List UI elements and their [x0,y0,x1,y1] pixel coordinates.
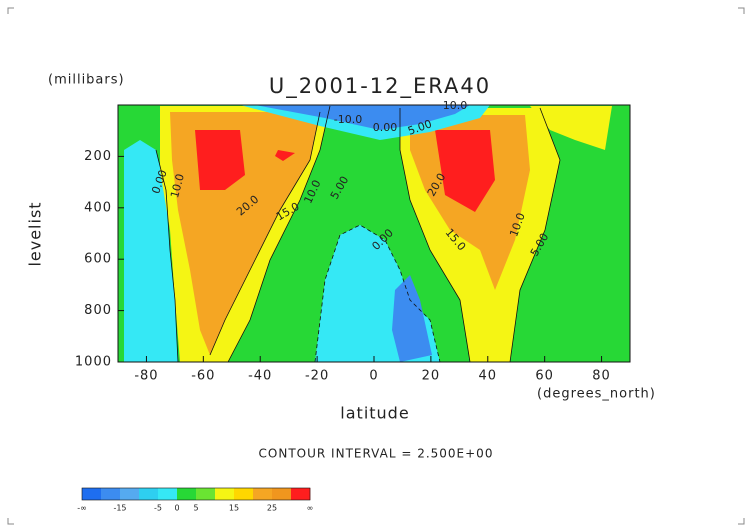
colorbar-swatch [139,488,159,500]
contour-label: 10.0 [443,99,468,112]
colorbar-tick-label: -5 [154,504,162,513]
colorbar-swatch [234,488,254,500]
y-tick-label: 400 [84,200,112,215]
x-tick-label: -20 [305,369,329,384]
colorbar-swatch [196,488,216,500]
contour-label: 0.00 [373,121,398,134]
colorbar-swatch [253,488,273,500]
colorbar-swatch [82,488,102,500]
colorbar-tick-label: 15 [229,504,239,513]
x-tick-label: -60 [191,369,215,384]
colorbar-tick-label: -∞ [77,504,87,513]
x-tick-label: 80 [592,369,611,384]
y-tick-label: 200 [84,149,112,164]
x-units: (degrees_north) [537,387,656,402]
y-tick-label: 600 [84,252,112,267]
colorbar-tick-label: -15 [113,504,126,513]
x-axis-label: latitude [340,404,409,423]
x-tick-label: 0 [369,369,378,384]
contour-label: 10.0 [168,172,187,199]
y-tick-label: 800 [84,303,112,318]
corner-marks [7,7,745,525]
x-tick-label: -40 [248,369,272,384]
x-tick-label: 20 [422,369,441,384]
colorbar-tick-label: 25 [267,504,277,513]
x-tick-label: 60 [535,369,554,384]
footnote: CONTOUR INTERVAL = 2.500E+00 [259,447,494,461]
x-tick-label: -80 [134,369,158,384]
colorbar-tick-label: 0 [174,504,179,513]
y-axis-label: levelist [26,201,45,266]
colorbar-swatch [101,488,121,500]
colorbar-swatch [215,488,235,500]
colorbar-swatch [120,488,140,500]
colorbar-swatch [291,488,311,500]
colorbar-swatch [158,488,178,500]
contour-label: -10.0 [334,113,362,126]
colorbar-frame [81,487,311,501]
colorbar-tick-label: 5 [193,504,198,513]
x-tick-label: 40 [479,369,498,384]
colorbar-tick-label: ∞ [307,504,314,513]
y-tick-label: 1000 [75,355,112,370]
colorbar-swatch [272,488,292,500]
y-units: (millibars) [48,73,125,88]
colorbar-swatch [177,488,197,500]
chart-title: U_2001-12_ERA40 [269,74,491,99]
contour-fill [118,105,630,363]
